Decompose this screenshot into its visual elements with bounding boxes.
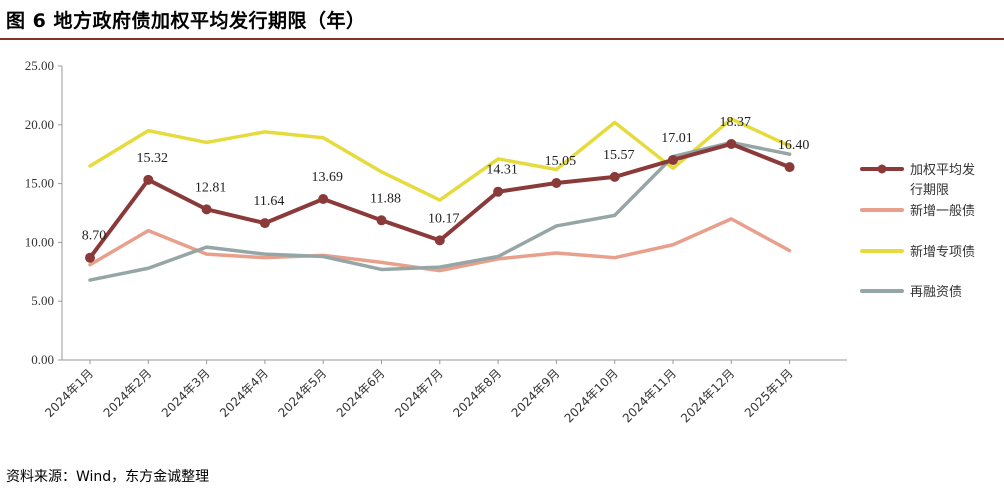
y-tick-label: 20.00 <box>25 117 54 132</box>
data-labels-layer: 8.70 15.32 12.81 11.64 13.69 11.88 10.17 14.31 1… <box>82 115 810 244</box>
data-label: 16.40 <box>778 138 810 153</box>
data-label: 15.57 <box>603 148 635 163</box>
legend-label: 再融资债 <box>910 285 962 300</box>
y-tick-label: 0.00 <box>31 352 54 367</box>
series-point-0 <box>668 154 678 165</box>
x-tick-label: 2025年1月 <box>742 366 796 420</box>
x-tick-label: 2024年6月 <box>334 366 388 420</box>
data-label: 8.70 <box>82 229 107 244</box>
series-line-2 <box>88 117 792 202</box>
series-point-0 <box>726 138 737 149</box>
series-point-0 <box>551 178 562 189</box>
data-label: 18.37 <box>720 115 752 130</box>
data-label: 11.64 <box>253 194 284 209</box>
series-point-0 <box>201 204 212 215</box>
data-label: 12.81 <box>195 180 227 195</box>
x-tick-label: 2024年9月 <box>509 366 563 420</box>
legend-marker <box>877 164 887 174</box>
series-point-0 <box>143 174 154 185</box>
series-point-0 <box>434 235 445 246</box>
legend-label: 新增一般债 <box>910 203 975 219</box>
y-tick-label: 5.00 <box>31 293 54 308</box>
series-point-0 <box>318 194 329 205</box>
data-label: 11.88 <box>370 191 401 206</box>
series-point-0 <box>493 186 504 197</box>
series-point-0 <box>259 218 270 229</box>
y-tick-label: 25.00 <box>25 58 54 73</box>
data-label: 15.05 <box>545 154 577 169</box>
x-tick-label: 2024年10月 <box>562 366 621 425</box>
series-point-0 <box>376 215 387 226</box>
series-point-0 <box>609 171 620 182</box>
series-layer <box>85 117 795 282</box>
x-tick-label: 2024年4月 <box>217 366 271 420</box>
x-tick-label: 2024年2月 <box>101 366 155 420</box>
data-label: 17.01 <box>661 131 693 146</box>
series-point-0 <box>85 252 95 263</box>
x-tick-label: 2024年7月 <box>392 366 446 420</box>
y-tick-label: 15.00 <box>25 176 54 191</box>
data-label: 15.32 <box>137 151 169 166</box>
x-tick-label: 2024年5月 <box>275 366 329 420</box>
x-tick-label: 2024年8月 <box>450 366 504 420</box>
y-tick-label: 10.00 <box>25 234 54 249</box>
title-rule <box>0 38 1004 40</box>
series-line-1 <box>88 217 792 273</box>
legend-label: 新增专项债 <box>910 244 975 260</box>
data-label: 13.69 <box>311 170 343 185</box>
x-tick-label: 2024年11月 <box>620 366 679 425</box>
x-tick-label: 2024年1月 <box>42 366 96 420</box>
chart-title: 图 6 地方政府债加权平均发行期限（年） <box>6 10 366 32</box>
legend-label: 加权平均发 <box>910 162 975 178</box>
series-point-0 <box>784 162 795 173</box>
source-note: 资料来源：Wind，东方金诚整理 <box>6 469 210 485</box>
legend-label: 行期限 <box>910 183 949 198</box>
x-tick-label: 2024年12月 <box>678 366 737 425</box>
data-label: 14.31 <box>486 163 518 178</box>
data-label: 10.17 <box>428 211 460 226</box>
x-tick-label: 2024年3月 <box>159 366 213 420</box>
